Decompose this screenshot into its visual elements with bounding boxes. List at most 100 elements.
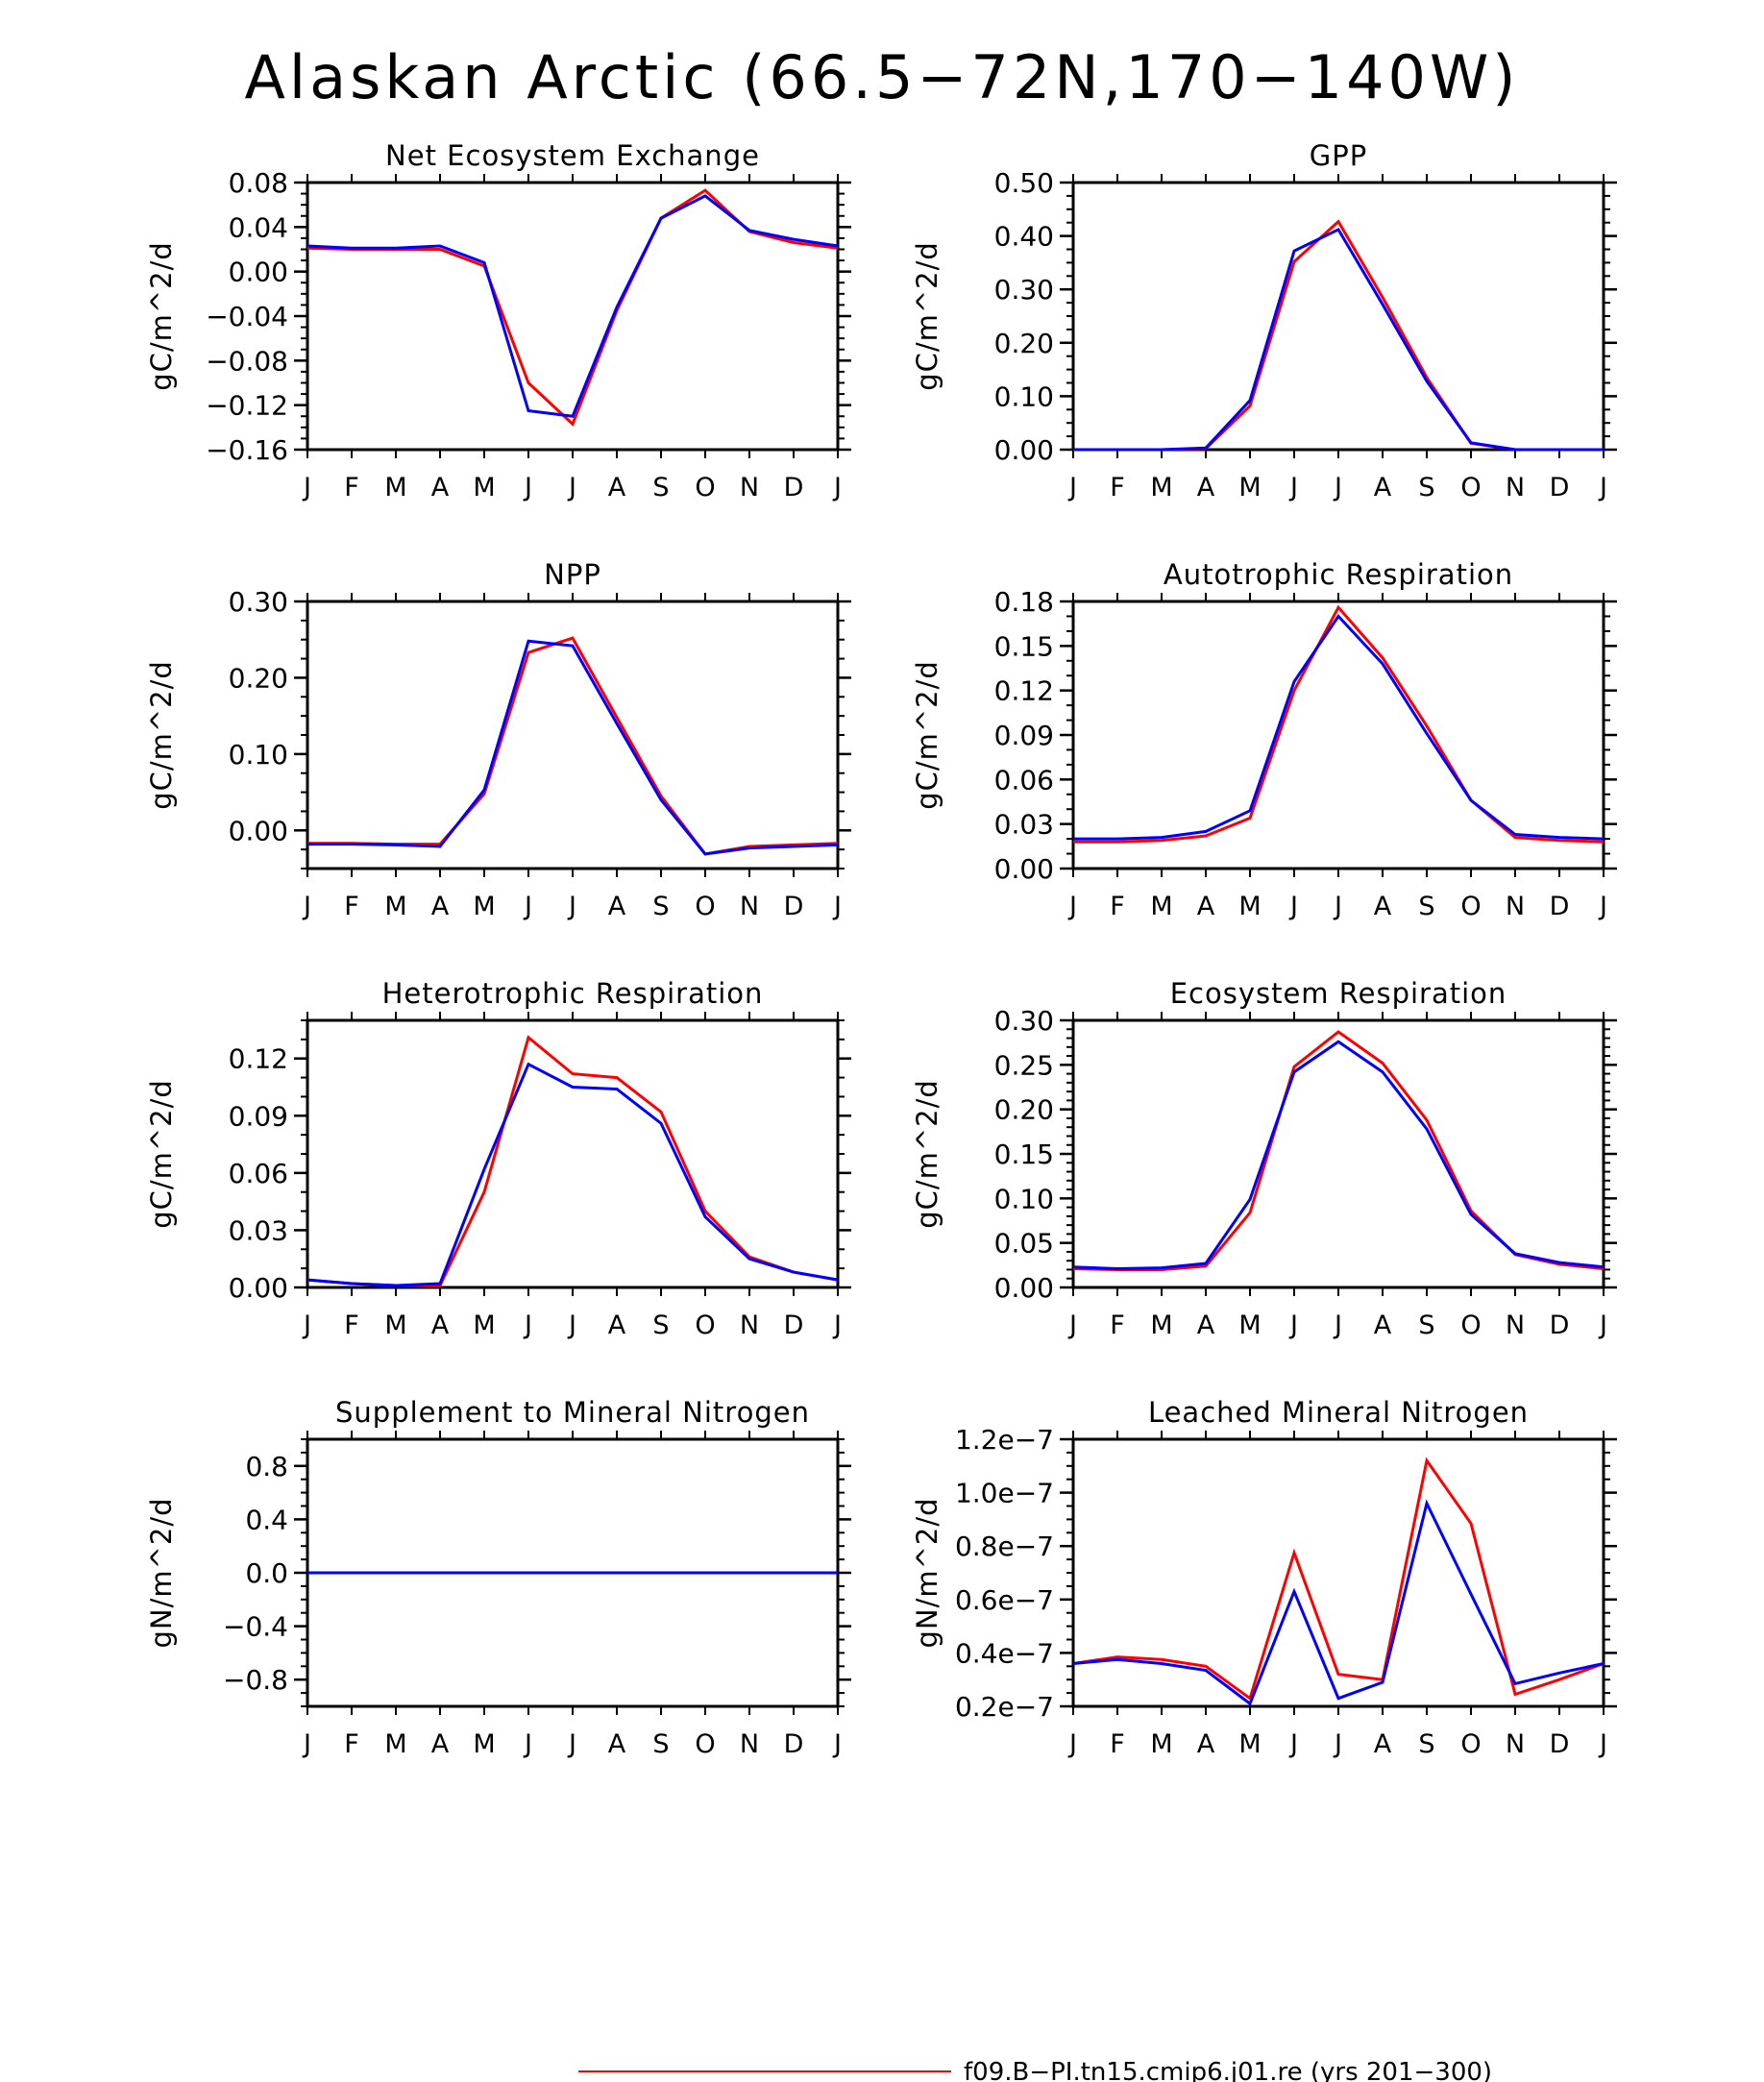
y-tick-label: 0.4 [245, 1504, 288, 1535]
x-tick-label: A [1374, 892, 1392, 921]
y-tick-label: 0.06 [229, 1158, 288, 1189]
y-tick-label: 0.15 [994, 630, 1054, 662]
series-line [1073, 604, 1605, 844]
y-tick-label: 0.4e−7 [955, 1637, 1054, 1669]
y-axis-label: gN/m^2/d [145, 1497, 178, 1648]
x-tick-label: A [431, 1729, 450, 1759]
series-line [306, 194, 839, 418]
x-tick-label: J [302, 473, 311, 502]
x-tick-label: A [608, 473, 626, 502]
x-tick-label: J [1333, 473, 1342, 502]
x-tick-label: O [1460, 473, 1481, 502]
x-tick-label: J [832, 1729, 842, 1759]
x-tick-label: F [344, 473, 359, 502]
x-tick-label: M [384, 1729, 406, 1759]
x-tick-label: J [1333, 1310, 1342, 1340]
y-tick-label: 0.2e−7 [955, 1691, 1054, 1723]
x-tick-label: S [652, 1310, 669, 1340]
x-tick-label: M [1150, 892, 1172, 921]
y-tick-label: 0.10 [994, 380, 1054, 412]
y-tick-label: 0.00 [994, 1272, 1054, 1304]
x-tick-label: J [567, 1729, 576, 1759]
y-tick-label: 0.03 [994, 809, 1054, 841]
x-tick-label: J [523, 892, 532, 921]
x-tick-label: J [523, 1310, 532, 1340]
x-tick-label: J [302, 892, 311, 921]
y-tick-label: 0.09 [229, 1100, 288, 1132]
y-tick-label: 0.10 [229, 739, 288, 771]
x-tick-label: D [1550, 1729, 1570, 1759]
chart-panel: J F M A M J J A S O N D J0.000.100.200.300.400.50GPP… [911, 139, 1617, 502]
series-line [306, 188, 839, 428]
x-tick-label: M [473, 892, 495, 921]
series-line [306, 1035, 839, 1287]
y-tick-label: −0.04 [206, 301, 288, 332]
x-tick-label: J [1598, 473, 1607, 502]
y-tick-label: 0.40 [994, 221, 1054, 253]
x-tick-label: N [1506, 892, 1525, 921]
y-tick-label: 0.08 [229, 167, 288, 199]
x-tick-label: M [1238, 1310, 1261, 1340]
y-tick-label: 0.12 [994, 675, 1054, 707]
x-tick-label: J [567, 892, 576, 921]
x-tick-label: M [384, 892, 406, 921]
x-tick-label: J [1288, 892, 1298, 921]
x-tick-label: A [431, 473, 450, 502]
x-tick-label: J [302, 1729, 311, 1759]
x-tick-label: J [1067, 892, 1077, 921]
plot-frame [306, 1018, 840, 1289]
panel-title: Heterotrophic Respiration [382, 977, 764, 1010]
series-line [1072, 1499, 1605, 1706]
series-line [1072, 1040, 1605, 1271]
y-tick-label: 1.2e−7 [955, 1424, 1054, 1456]
y-tick-label: 0.20 [994, 328, 1054, 359]
x-tick-label: O [695, 1729, 715, 1759]
x-tick-label: A [431, 1310, 450, 1340]
y-tick-label: 0.03 [229, 1214, 288, 1246]
y-tick-label: 0.00 [229, 257, 288, 288]
y-tick-label: 0.8e−7 [955, 1531, 1054, 1562]
y-tick-label: 0.50 [994, 167, 1054, 199]
x-tick-label: F [1110, 1310, 1125, 1340]
y-axis-label: gC/m^2/d [911, 241, 943, 391]
x-tick-label: A [1197, 1310, 1215, 1340]
chart-panel: J F M A M J J A S O N D J0.000.030.060.090.120.150.1… [911, 558, 1617, 921]
x-tick-label: J [1288, 473, 1298, 502]
x-tick-label: J [832, 892, 842, 921]
x-tick-label: N [1506, 1729, 1525, 1759]
x-tick-label: A [1374, 1310, 1392, 1340]
series-line [1073, 613, 1605, 841]
x-tick-label: A [1197, 1729, 1215, 1759]
x-tick-label: J [1598, 1310, 1607, 1340]
x-tick-label: M [473, 1310, 495, 1340]
panel-title: Autotrophic Respiration [1164, 558, 1513, 591]
x-tick-label: O [695, 473, 715, 502]
panel-title: GPP [1310, 139, 1367, 172]
x-tick-label: S [652, 1729, 669, 1759]
x-tick-label: F [344, 1310, 359, 1340]
x-tick-label: N [1506, 1310, 1525, 1340]
y-tick-label: 0.00 [229, 815, 288, 846]
legend: f09.B−PI.tn15.cmip6.j01.re (yrs 201−300) [578, 2058, 1492, 2082]
x-tick-label: M [1150, 473, 1172, 502]
x-tick-label: M [1238, 473, 1261, 502]
chart-panel: J F M A M J J A S O N D J0.000.050.100.150.200.250.3… [911, 977, 1617, 1340]
panel-title: Ecosystem Respiration [1170, 977, 1507, 1010]
legend-label: f09.B−PI.tn15.cmip6.j01.re (yrs 201−300) [964, 2058, 1492, 2082]
y-tick-label: 0.04 [229, 211, 288, 243]
x-tick-label: O [695, 1310, 715, 1340]
series-line [306, 1062, 839, 1287]
y-axis-label: gC/m^2/d [911, 1079, 943, 1229]
y-tick-label: 0.09 [994, 720, 1054, 751]
series-line [307, 636, 839, 856]
x-tick-label: O [1460, 892, 1481, 921]
x-tick-label: N [1506, 473, 1525, 502]
panel-title: Net Ecosystem Exchange [385, 139, 760, 172]
x-tick-label: J [567, 473, 576, 502]
x-tick-label: M [1150, 1310, 1172, 1340]
chart-panels: J F M A M J J A S O N D J−0.16−0.12−0.08−0.040.000.0… [145, 139, 1617, 1759]
x-tick-label: J [302, 1310, 311, 1340]
x-tick-label: M [1238, 1729, 1261, 1759]
y-tick-label: −0.12 [206, 390, 288, 422]
